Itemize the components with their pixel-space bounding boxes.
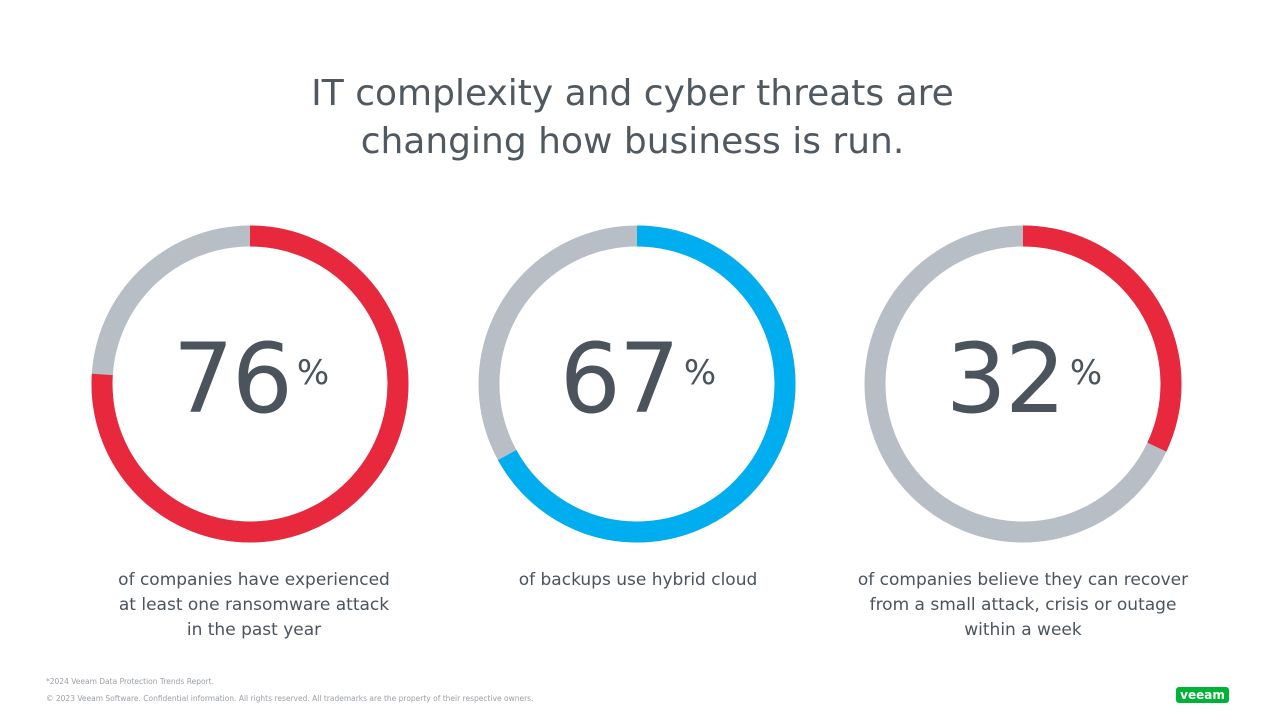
donut-chart-recovery: 32% — [863, 224, 1183, 544]
donut-svg — [478, 225, 796, 543]
title-line-1: IT complexity and cyber threats are — [311, 73, 954, 114]
donut-value-arc — [478, 225, 796, 543]
percent-sign: % — [1069, 353, 1102, 393]
caption-line: of backups use hybrid cloud — [518, 570, 758, 590]
donut-svg — [91, 225, 409, 543]
stat-number: 32 — [945, 323, 1066, 435]
caption-line: at least one ransomware attack — [118, 595, 390, 615]
stat-value: 67% — [477, 319, 797, 439]
caption-line: from a small attack, crisis or outage — [869, 595, 1177, 615]
donut-chart-hybrid-cloud: 67% — [477, 224, 797, 544]
stat-value: 76% — [90, 319, 410, 439]
caption-ransomware: of companies have experienced at least o… — [74, 568, 434, 643]
caption-line: in the past year — [186, 620, 322, 640]
caption-line: of companies believe they can recover — [857, 570, 1189, 590]
stat-value: 32% — [863, 319, 1183, 439]
donut-value-arc — [864, 225, 1182, 543]
caption-line: of companies have experienced — [118, 570, 390, 590]
veeam-logo: veeam — [1176, 687, 1229, 703]
donut-value-arc — [91, 225, 409, 543]
copyright: © 2023 Veeam Software. Confidential info… — [46, 694, 534, 703]
percent-sign: % — [683, 353, 716, 393]
stat-number: 67 — [559, 323, 680, 435]
donut-svg — [864, 225, 1182, 543]
donut-chart-ransomware: 76% — [90, 224, 410, 544]
title-line-2: changing how business is run. — [360, 121, 905, 162]
footnote: *2024 Veeam Data Protection Trends Repor… — [46, 677, 214, 686]
caption-line: within a week — [964, 620, 1082, 640]
percent-sign: % — [296, 353, 329, 393]
caption-hybrid-cloud: of backups use hybrid cloud — [458, 568, 818, 593]
slide-title: IT complexity and cyber threats are chan… — [0, 70, 1265, 166]
stat-number: 76 — [172, 323, 293, 435]
caption-recovery: of companies believe they can recover fr… — [843, 568, 1203, 643]
